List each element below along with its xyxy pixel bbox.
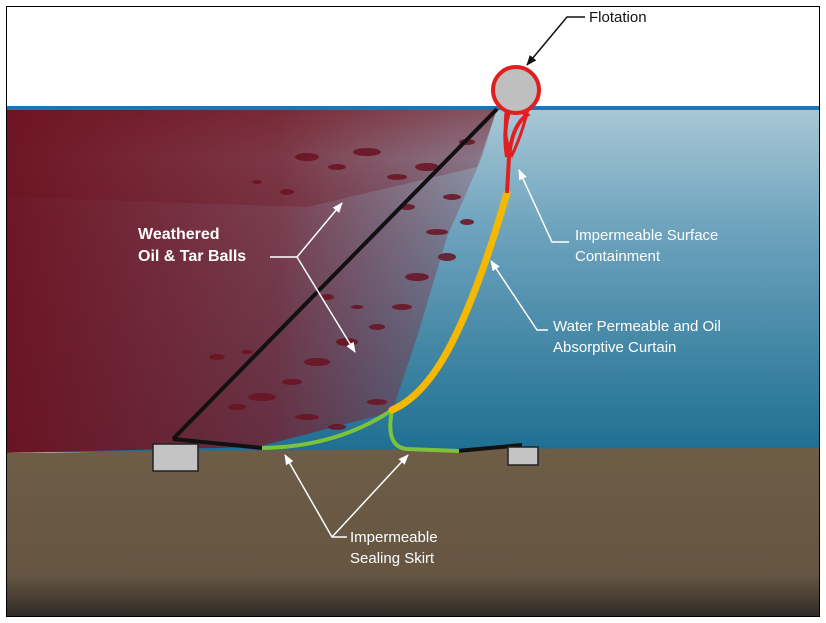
label-flotation: Flotation <box>589 9 647 26</box>
label-weathered-line1: Weathered <box>138 226 220 243</box>
label-weathered-line2: Oil & Tar Balls <box>138 248 247 265</box>
absorptive-curtain <box>388 189 511 414</box>
mooring-line-downstream <box>456 443 523 453</box>
flotation-callout <box>526 16 585 66</box>
label-skirt-line1: Impermeable <box>350 529 438 546</box>
label-curtain-line2: Absorptive Curtain <box>553 339 677 356</box>
diagram-frame: Flotation Weathered Oil & Tar Balls Impe… <box>6 6 820 617</box>
label-surface-line1: Impermeable Surface <box>575 227 719 244</box>
tar-balls <box>209 139 475 430</box>
sealing-skirt <box>261 405 460 453</box>
oil-plume-shade <box>7 109 497 207</box>
seabed <box>7 448 819 616</box>
anchor-left <box>152 443 199 472</box>
mooring-line-base <box>172 437 263 450</box>
label-skirt-line2: Sealing Skirt <box>350 550 435 567</box>
surface-containment-loop <box>503 104 531 159</box>
boom-diagram <box>7 16 819 616</box>
anchor-right <box>507 446 539 466</box>
skirt-callout-b <box>331 454 409 538</box>
weathered-callout-b <box>296 256 356 353</box>
mooring-line-upstream <box>171 107 499 441</box>
label-curtain-line1: Water Permeable and Oil <box>553 318 721 335</box>
curtain-callout <box>490 260 548 331</box>
label-surface-line2: Containment <box>575 248 661 265</box>
surface-callout <box>518 169 569 243</box>
flotation-buoy <box>491 65 541 115</box>
